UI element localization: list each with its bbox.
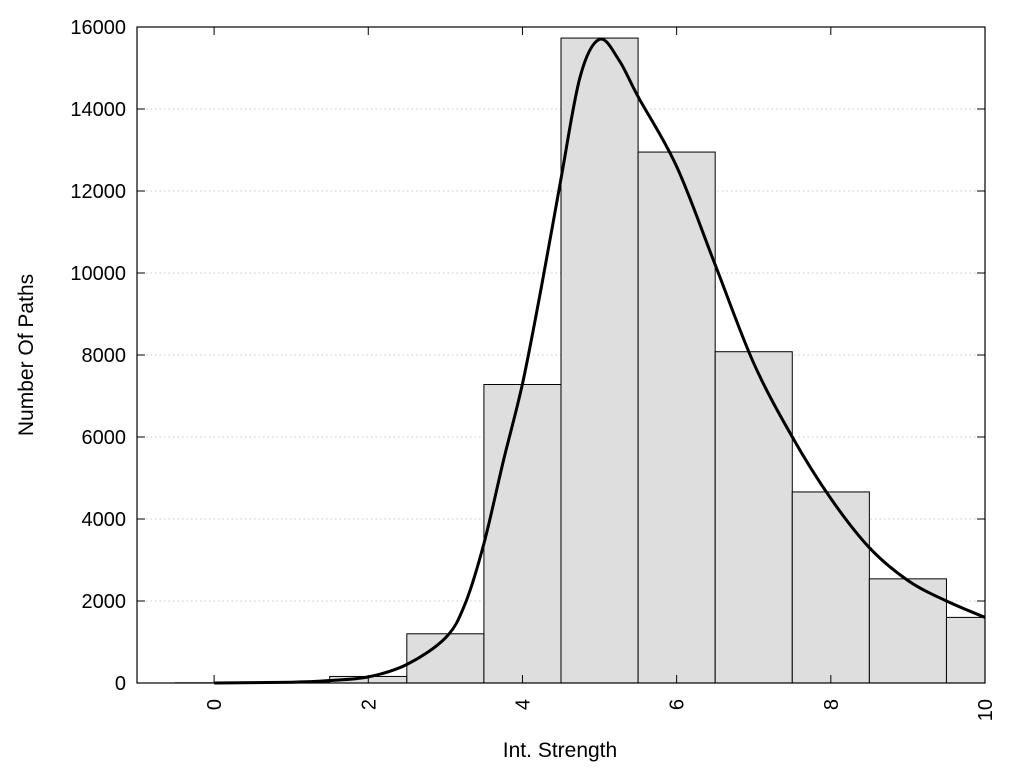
x-tick-label-1: 2 xyxy=(358,699,380,710)
x-axis-ticks: 0 2 4 6 8 10 xyxy=(204,27,997,721)
y-tick-label-5: 10000 xyxy=(70,263,126,285)
y-tick-label-4: 8000 xyxy=(82,345,127,367)
y-axis-ticks: 0 2000 4000 6000 8000 10000 12000 14000 16000 xyxy=(70,17,985,695)
y-tick-label-2: 4000 xyxy=(82,509,127,531)
y-axis-label: Number Of Paths xyxy=(15,274,38,436)
density-curve-line xyxy=(214,37,986,685)
x-tick-label-5: 10 xyxy=(975,699,997,721)
bar-8 xyxy=(791,491,870,684)
x-tick-label-4: 8 xyxy=(821,699,843,710)
density-curve xyxy=(214,37,986,685)
x-axis-label: Int. Strength xyxy=(503,739,617,762)
y-tick-label-7: 14000 xyxy=(70,99,126,121)
y-tick-label-6: 12000 xyxy=(70,181,126,203)
x-tick-label-3: 6 xyxy=(667,699,689,710)
y-tick-label-0: 0 xyxy=(115,673,126,695)
bar-4 xyxy=(483,384,562,684)
bars xyxy=(175,37,986,684)
x-tick-label-2: 4 xyxy=(512,699,534,710)
bar-5 xyxy=(560,37,639,684)
y-tick-label-1: 2000 xyxy=(82,591,127,613)
y-tick-label-8: 16000 xyxy=(70,17,126,39)
y-tick-label-3: 6000 xyxy=(82,427,127,449)
bar-10 xyxy=(945,616,986,684)
x-tick-label-0: 0 xyxy=(204,699,226,710)
bar-7 xyxy=(714,351,793,684)
